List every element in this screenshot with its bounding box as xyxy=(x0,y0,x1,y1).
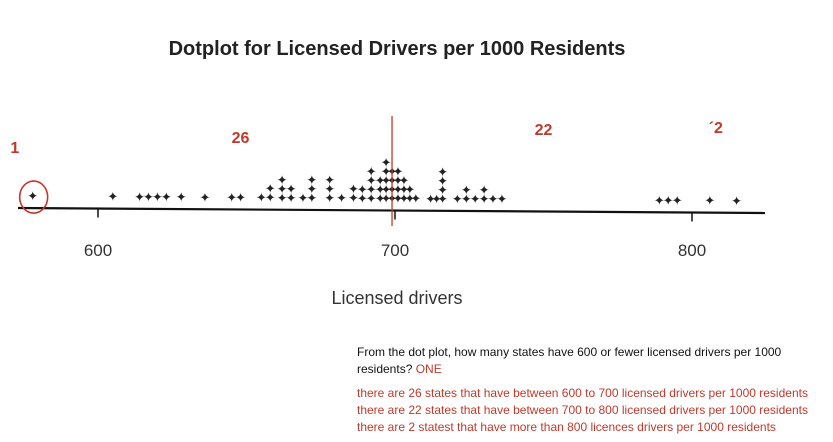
dot-marker: ✦ xyxy=(404,192,415,207)
dot-marker: ✦ xyxy=(27,190,38,205)
dot-marker: ✦ xyxy=(199,191,210,206)
question-line: From the dot plot, how many states have … xyxy=(357,344,833,378)
dot-marker: ✦ xyxy=(152,190,163,205)
dot-marker: ✦ xyxy=(375,183,386,198)
dot-marker: ✦ xyxy=(348,183,359,198)
dot-marker: ✦ xyxy=(425,192,436,207)
dot-marker: ✦ xyxy=(381,183,392,198)
dot-marker: ✦ xyxy=(161,190,172,205)
dot-marker: ✦ xyxy=(226,191,237,206)
dot-marker: ✦ xyxy=(479,184,490,199)
x-ticks: 600 700 800 xyxy=(84,208,706,260)
dot-marker: ✦ xyxy=(381,174,392,189)
dot-marker: ✦ xyxy=(107,190,118,205)
dot-marker: ✦ xyxy=(176,191,187,206)
dot-marker: ✦ xyxy=(324,192,335,207)
question-answer: ONE xyxy=(415,362,442,376)
dot-marker: ✦ xyxy=(366,192,377,207)
dot-marker: ✦ xyxy=(437,165,448,180)
x-tick-label: 700 xyxy=(381,241,409,260)
dot-marker: ✦ xyxy=(393,192,404,207)
dot-marker: ✦ xyxy=(398,192,409,207)
dot-marker: ✦ xyxy=(437,192,448,207)
dot-marker: ✦ xyxy=(381,192,392,207)
dot-marker: ✦ xyxy=(470,193,481,208)
dot-marker: ✦ xyxy=(731,194,742,209)
dot-marker: ✦ xyxy=(375,192,386,207)
dot-marker: ✦ xyxy=(496,193,507,208)
dot-marker: ✦ xyxy=(437,174,448,189)
dot-marker: ✦ xyxy=(654,194,665,209)
dot-marker: ✦ xyxy=(235,191,246,206)
dot-marker: ✦ xyxy=(398,174,409,189)
x-tick-label: 800 xyxy=(678,241,706,260)
dot-marker: ✦ xyxy=(461,184,472,199)
dot-marker: ✦ xyxy=(704,194,715,209)
dot-marker: ✦ xyxy=(366,165,377,180)
count-annotation: 22 xyxy=(535,122,553,139)
dot-marker: ✦ xyxy=(410,192,421,207)
dot-marker: ✦ xyxy=(306,182,317,197)
dot-marker: ✦ xyxy=(336,192,347,207)
x-axis-label: Licensed drivers xyxy=(331,288,462,308)
chart-title: Dotplot for Licensed Drivers per 1000 Re… xyxy=(169,38,626,60)
dot-marker: ✦ xyxy=(265,182,276,197)
count-annotation: ´2 xyxy=(709,120,723,137)
dot-marker: ✦ xyxy=(306,173,317,188)
outlier-circle xyxy=(18,180,49,214)
question-text: From the dot plot, how many states have … xyxy=(357,345,782,376)
dot-marker: ✦ xyxy=(479,193,490,208)
dot-marker: ✦ xyxy=(393,174,404,189)
dot-marker: ✦ xyxy=(452,192,463,207)
dot-marker: ✦ xyxy=(366,174,377,189)
dot-marker: ✦ xyxy=(488,193,499,208)
dot-marker: ✦ xyxy=(381,165,392,180)
dot-marker: ✦ xyxy=(672,194,683,209)
note-line-2: there are 22 states that have between 70… xyxy=(357,403,808,417)
dot-marker: ✦ xyxy=(143,190,154,205)
dot-marker: ✦ xyxy=(398,183,409,198)
dot-marker: ✦ xyxy=(277,182,288,197)
note-line-3: there are 2 statest that have more than … xyxy=(357,420,776,434)
dot-marker: ✦ xyxy=(277,191,288,206)
dot-marker: ✦ xyxy=(265,191,276,206)
dot-marker: ✦ xyxy=(663,194,674,209)
dots-layer: ✦ ✦ ✦✦✦✦ ✦ ✦ ✦✦ ✦✦✦✦✦✦✦✦✦✦✦✦✦✦✦✦ ✦✦✦✦✦✦✦✦✦✦✦✦✦✦… xyxy=(18,116,742,226)
dot-marker: ✦ xyxy=(375,174,386,189)
dotplot-chart: Dotplot for Licensed Drivers per 1000 Re… xyxy=(10,38,766,308)
dot-marker: ✦ xyxy=(461,193,472,208)
dot-marker: ✦ xyxy=(393,183,404,198)
dot-marker: ✦ xyxy=(324,174,335,189)
dot-marker: ✦ xyxy=(134,190,145,205)
dot-marker: ✦ xyxy=(381,156,392,171)
dot-marker: ✦ xyxy=(306,191,317,206)
count-annotation: 26 xyxy=(232,130,250,147)
dot-marker: ✦ xyxy=(431,192,442,207)
dot-marker: ✦ xyxy=(324,183,335,198)
dot-marker: ✦ xyxy=(404,183,415,198)
dot-marker: ✦ xyxy=(286,191,297,206)
dot-marker: ✦ xyxy=(366,183,377,198)
dot-marker: ✦ xyxy=(297,191,308,206)
dot-marker: ✦ xyxy=(348,192,359,207)
x-tick-label: 600 xyxy=(84,241,112,260)
dot-marker: ✦ xyxy=(256,191,267,206)
dot-marker: ✦ xyxy=(357,183,368,198)
dot-marker: ✦ xyxy=(277,173,288,188)
annotations-layer: 1 26 22 ´2 xyxy=(10,120,723,157)
dot-marker: ✦ xyxy=(437,183,448,198)
dot-marker: ✦ xyxy=(393,165,404,180)
note-line-1: there are 26 states that have between 60… xyxy=(357,386,808,400)
count-annotation: 1 xyxy=(10,140,19,157)
notes-block: From the dot plot, how many states have … xyxy=(357,344,833,436)
dot-marker: ✦ xyxy=(286,182,297,197)
dot-marker: ✦ xyxy=(357,192,368,207)
